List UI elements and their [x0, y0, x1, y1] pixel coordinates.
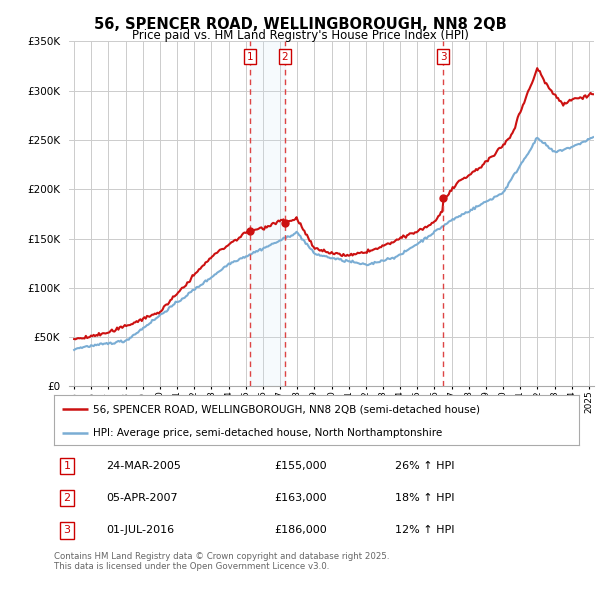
Text: 24-MAR-2005: 24-MAR-2005 [107, 461, 181, 471]
Text: 18% ↑ HPI: 18% ↑ HPI [395, 493, 455, 503]
Text: £186,000: £186,000 [275, 525, 327, 535]
Text: 3: 3 [64, 525, 71, 535]
Text: 56, SPENCER ROAD, WELLINGBOROUGH, NN8 2QB: 56, SPENCER ROAD, WELLINGBOROUGH, NN8 2Q… [94, 17, 506, 31]
Text: Price paid vs. HM Land Registry's House Price Index (HPI): Price paid vs. HM Land Registry's House … [131, 30, 469, 42]
Text: 01-JUL-2016: 01-JUL-2016 [107, 525, 175, 535]
Text: 1: 1 [247, 52, 253, 62]
Text: 26% ↑ HPI: 26% ↑ HPI [395, 461, 455, 471]
Text: 56, SPENCER ROAD, WELLINGBOROUGH, NN8 2QB (semi-detached house): 56, SPENCER ROAD, WELLINGBOROUGH, NN8 2Q… [94, 404, 481, 414]
Text: This data is licensed under the Open Government Licence v3.0.: This data is licensed under the Open Gov… [54, 562, 329, 571]
Text: £163,000: £163,000 [275, 493, 327, 503]
Text: 12% ↑ HPI: 12% ↑ HPI [395, 525, 455, 535]
Text: HPI: Average price, semi-detached house, North Northamptonshire: HPI: Average price, semi-detached house,… [94, 428, 443, 438]
Text: 1: 1 [64, 461, 71, 471]
Bar [250, 41, 284, 386]
Text: Contains HM Land Registry data © Crown copyright and database right 2025.: Contains HM Land Registry data © Crown c… [54, 552, 389, 560]
Text: 2: 2 [64, 493, 71, 503]
Text: 3: 3 [440, 52, 446, 62]
Text: 05-APR-2007: 05-APR-2007 [107, 493, 178, 503]
Text: 2: 2 [281, 52, 288, 62]
Text: £155,000: £155,000 [275, 461, 327, 471]
